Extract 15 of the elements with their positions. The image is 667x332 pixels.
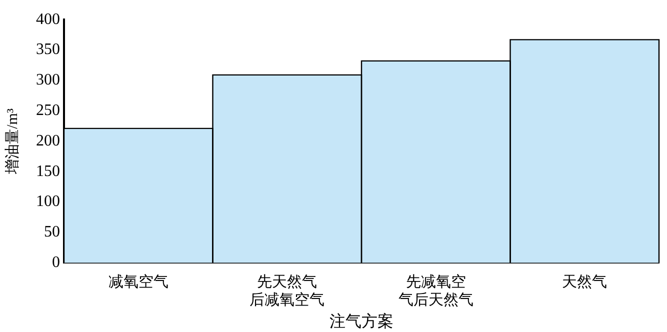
x-tick-label: 天然气 — [562, 274, 608, 291]
y-axis-title: 增油量/m³ — [4, 108, 21, 175]
y-tick-label: 50 — [44, 224, 60, 241]
y-tick-label: 250 — [36, 102, 60, 120]
x-axis-title: 注气方案 — [330, 312, 394, 331]
x-tick-label: 先减氧空气后天然气 — [398, 274, 474, 309]
y-tick-label: 300 — [36, 72, 60, 89]
y-tick-label: 400 — [36, 10, 60, 28]
y-tick-label: 100 — [36, 193, 60, 210]
y-tick-label: 0 — [52, 254, 60, 272]
y-tick-label: 350 — [36, 41, 60, 58]
y-tick-label: 150 — [36, 162, 60, 180]
x-tick-label: 先天然气后减氧空气 — [250, 274, 325, 309]
x-tick-label: 减氧空气 — [108, 274, 168, 291]
y-tick-label: 200 — [36, 132, 60, 150]
